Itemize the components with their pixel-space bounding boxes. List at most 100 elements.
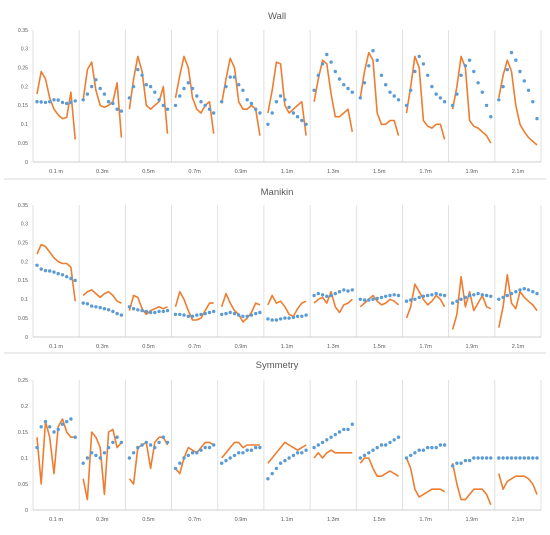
data-point — [455, 92, 459, 96]
series-line-segment — [220, 292, 261, 323]
y-tick-label: 0.25 — [18, 378, 28, 384]
x-tick-label: 0.9m — [235, 344, 248, 350]
data-point — [85, 302, 90, 306]
series-line-segment — [359, 294, 400, 308]
series-line-segment — [220, 57, 261, 136]
data-point — [497, 297, 501, 301]
series-line-segment — [174, 290, 214, 321]
data-point — [199, 100, 203, 104]
data-point — [384, 83, 388, 87]
data-point — [388, 440, 392, 445]
data-point — [333, 432, 337, 437]
data-point — [467, 58, 472, 62]
data-point — [358, 456, 362, 460]
data-point — [98, 456, 102, 460]
data-point — [484, 103, 489, 108]
data-point — [442, 443, 447, 447]
y-tick-label: 0 — [25, 335, 28, 341]
data-point — [199, 312, 203, 317]
data-point — [426, 293, 430, 298]
data-point — [442, 293, 447, 298]
data-point — [153, 90, 157, 94]
data-point — [476, 81, 480, 85]
data-point — [102, 307, 107, 311]
data-point — [434, 92, 438, 96]
series-line-segment — [267, 441, 307, 464]
data-point — [518, 288, 522, 292]
data-point — [295, 115, 300, 119]
data-point — [157, 440, 161, 445]
data-point — [467, 458, 472, 463]
data-point — [535, 456, 539, 460]
data-point — [207, 310, 212, 315]
data-point — [531, 290, 535, 294]
x-tick-label: 2.1m — [512, 169, 525, 175]
y-tick-label: 0.15 — [18, 430, 28, 436]
data-point — [165, 440, 170, 445]
data-point — [333, 69, 337, 74]
series-line-segment — [451, 55, 492, 144]
data-point — [283, 458, 287, 463]
data-point — [48, 269, 52, 273]
data-point — [467, 293, 472, 298]
data-point — [421, 62, 426, 66]
data-point — [195, 94, 199, 98]
data-point — [228, 456, 232, 460]
data-point — [350, 90, 354, 94]
data-point — [489, 456, 493, 460]
panel-symmetry: Symmetry 0 0.05 0.1 0.15 0.2 0.25 0.1 m 0.3m 0.5… — [18, 360, 542, 523]
data-point — [342, 83, 346, 87]
x-tick-label: 1.9m — [466, 517, 479, 523]
series-line-segment — [82, 289, 122, 304]
y-tick-label: 0.15 — [18, 103, 28, 109]
data-point — [509, 291, 514, 296]
data-point — [119, 109, 124, 113]
x-tick-label: 2.1m — [512, 517, 525, 523]
data-point — [119, 440, 124, 445]
data-point — [127, 456, 132, 460]
data-point — [39, 425, 43, 429]
data-point — [258, 310, 262, 315]
data-point — [300, 118, 304, 123]
data-point — [438, 96, 443, 100]
data-point — [111, 440, 115, 445]
data-point — [35, 445, 39, 450]
data-point — [489, 115, 493, 119]
y-tick-label: 0.1 — [21, 456, 28, 462]
data-point — [312, 445, 316, 450]
y-tick-label: 0.25 — [18, 241, 28, 247]
series-line-segment — [174, 441, 215, 475]
x-tick-label: 1.1m — [281, 344, 294, 350]
y-tick-label: 0 — [25, 160, 28, 166]
series-line-segment — [313, 59, 354, 132]
y-tick-label: 0.05 — [18, 141, 28, 147]
data-point — [375, 445, 379, 450]
data-point — [463, 295, 468, 300]
data-point — [186, 453, 190, 458]
x-tick-label: 1.3m — [327, 344, 340, 350]
data-point — [274, 318, 279, 322]
data-point — [463, 64, 468, 68]
series-line-segment — [128, 294, 168, 316]
data-point — [173, 103, 178, 108]
data-point — [514, 58, 518, 62]
data-point — [396, 293, 401, 298]
series-line-segment — [498, 273, 538, 328]
data-point — [56, 271, 60, 276]
data-point — [426, 73, 430, 78]
data-point — [224, 311, 228, 316]
x-tick-label: 0.9m — [235, 517, 248, 523]
data-point — [278, 317, 283, 321]
data-point — [421, 294, 426, 298]
series-line-segment — [359, 457, 399, 478]
data-point — [287, 316, 291, 320]
data-point — [237, 451, 241, 455]
data-point — [300, 314, 304, 318]
data-point — [85, 92, 90, 96]
data-point — [287, 456, 291, 460]
y-tick-label: 0.15 — [18, 278, 28, 284]
series-line-segment — [405, 283, 446, 319]
data-point — [90, 451, 94, 455]
data-point — [65, 275, 69, 279]
